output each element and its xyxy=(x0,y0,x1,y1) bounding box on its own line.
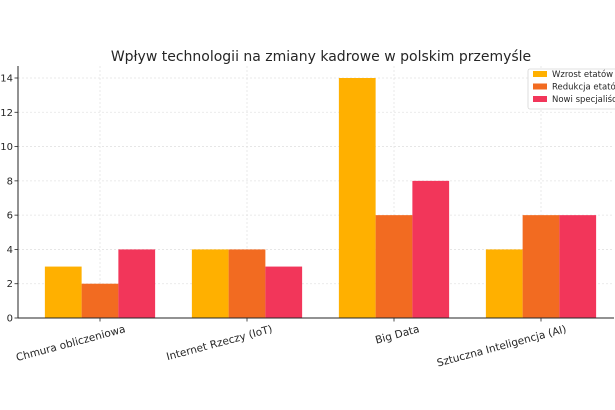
x-tick-label: Big Data xyxy=(374,323,421,346)
axes xyxy=(17,66,614,319)
bar xyxy=(375,215,413,318)
y-tick-label: 14 xyxy=(0,74,13,85)
legend-label: Wzrost etatów xyxy=(552,69,613,80)
legend: Wzrost etatów Redukcja etatówNowi specjal… xyxy=(527,68,615,110)
legend-swatch xyxy=(533,71,547,77)
y-tick-label: 10 xyxy=(0,142,13,153)
y-axis-ticks: 0 2 4 6 8 10 12 14 xyxy=(0,74,18,325)
bar xyxy=(412,180,450,318)
legend-box xyxy=(527,68,615,110)
bar xyxy=(118,249,156,318)
bar xyxy=(485,249,523,318)
legend-label: Redukcja etatów xyxy=(552,82,615,93)
x-tick-label: Internet Rzeczy (IoT) xyxy=(165,323,274,363)
x-axis-ticks: Chmura obliczeniowa Internet Rzeczy (IoT)… xyxy=(15,318,568,369)
legend-label: Nowi specjaliści xyxy=(552,94,615,105)
y-tick-label: 0 xyxy=(7,314,13,325)
y-tick-label: 12 xyxy=(0,108,13,119)
y-tick-label: 6 xyxy=(7,211,13,222)
bars xyxy=(44,78,597,318)
chart-title: Wpływ technologii na zmiany kadrowe w po… xyxy=(111,49,531,65)
bar xyxy=(228,249,266,318)
x-tick-label: Chmura obliczeniowa xyxy=(15,323,127,364)
legend-swatch xyxy=(533,96,547,102)
y-tick-label: 8 xyxy=(7,176,13,187)
legend-swatch xyxy=(533,83,547,90)
bar xyxy=(191,249,229,318)
bar xyxy=(81,283,119,318)
y-tick-label: 4 xyxy=(7,245,13,256)
bar xyxy=(338,78,376,318)
bar xyxy=(559,215,597,318)
bar xyxy=(44,266,82,318)
x-tick-label: Sztuczna Inteligencja (AI) xyxy=(436,323,568,369)
y-tick-label: 2 xyxy=(7,279,13,290)
bar xyxy=(265,266,303,318)
bar xyxy=(522,215,560,318)
